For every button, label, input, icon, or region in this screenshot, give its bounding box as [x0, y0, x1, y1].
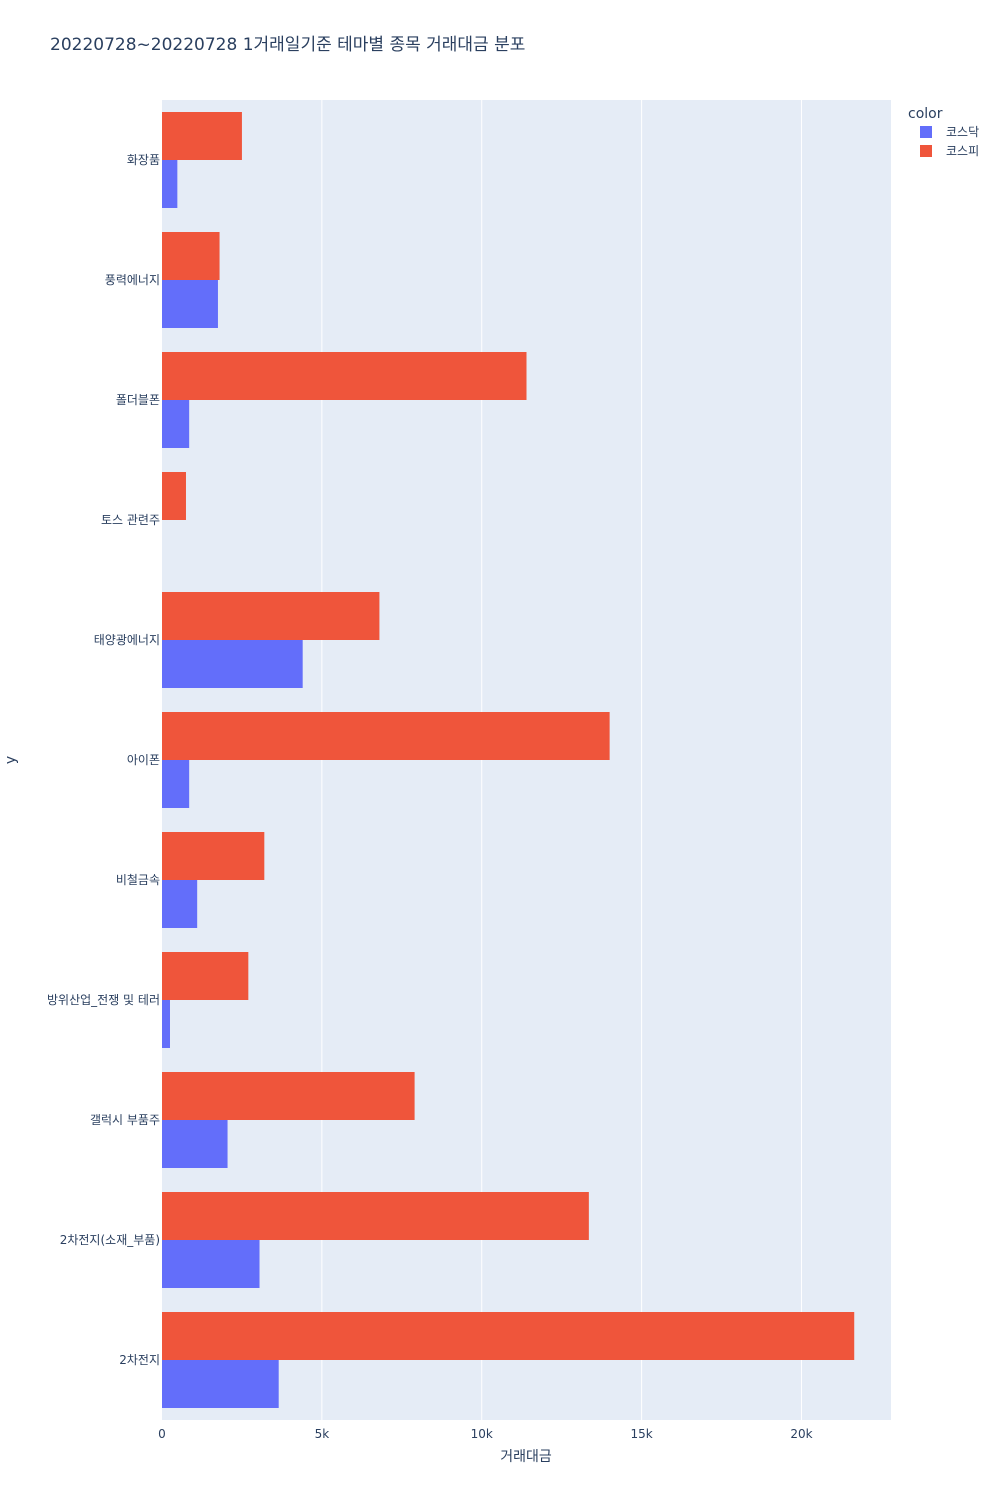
- bar-코스닥: [162, 760, 190, 808]
- bar-코스피: [162, 1312, 855, 1360]
- x-tick-label: 10k: [471, 1427, 493, 1441]
- legend-item-label[interactable]: 코스피: [946, 144, 979, 158]
- chart-title: 20220728~20220728 1거래일기준 테마별 종목 거래대금 분포: [50, 35, 525, 55]
- y-tick-label: 풍력에너지: [105, 273, 160, 287]
- y-tick-label: 토스 관련주: [101, 513, 160, 527]
- bar-코스피: [162, 112, 242, 160]
- bar-코스닥: [162, 880, 198, 928]
- bar-코스피: [162, 832, 265, 880]
- bar-코스피: [162, 1072, 415, 1120]
- bar-코스피: [162, 592, 380, 640]
- y-tick-label: 2차전지(소재_부품): [60, 1233, 160, 1247]
- y-tick-label: 아이폰: [127, 753, 160, 767]
- bar-코스닥: [162, 1240, 260, 1288]
- legend-item-label[interactable]: 코스닥: [946, 125, 979, 139]
- bar-코스피: [162, 1192, 589, 1240]
- x-axis-ticks: 0 5k 10k 15k 20k: [158, 1427, 812, 1441]
- y-tick-label: 2차전지: [119, 1353, 160, 1367]
- y-tick-label: 방위산업_전쟁 및 테러: [47, 993, 160, 1007]
- y-tick-label: 비철금속: [116, 873, 160, 887]
- x-tick-label: 15k: [630, 1427, 652, 1441]
- bar-코스피: [162, 712, 610, 760]
- bar-코스닥: [162, 400, 190, 448]
- y-tick-label: 폴더블폰: [116, 393, 160, 407]
- x-tick-label: 20k: [790, 1427, 812, 1441]
- bar-코스닥: [162, 160, 178, 208]
- x-axis-title: 거래대금: [500, 1449, 552, 1465]
- bar-코스피: [162, 352, 527, 400]
- bar-코스닥: [162, 1120, 228, 1168]
- y-axis-ticks: 2차전지 2차전지(소재_부품) 갤럭시 부품주 방위산업_전쟁 및 테러 비철금속 아이…: [47, 153, 160, 1367]
- bars: [162, 112, 855, 1408]
- legend-swatch[interactable]: [920, 126, 932, 138]
- bar-코스닥: [162, 280, 218, 328]
- bar-코스피: [162, 472, 186, 520]
- y-tick-label: 화장품: [127, 153, 160, 167]
- bar-코스피: [162, 232, 220, 280]
- legend-title: color: [908, 106, 943, 122]
- legend-swatch[interactable]: [920, 145, 932, 157]
- y-tick-label: 태양광에너지: [94, 633, 160, 647]
- y-axis-title: y: [3, 756, 19, 764]
- x-tick-label: 0: [158, 1427, 166, 1441]
- y-tick-label: 갤럭시 부품주: [90, 1113, 160, 1127]
- bar-코스닥: [162, 640, 303, 688]
- bar-코스닥: [162, 1360, 279, 1408]
- x-tick-label: 5k: [315, 1427, 330, 1441]
- bar-코스닥: [162, 1000, 170, 1048]
- bar-코스피: [162, 952, 249, 1000]
